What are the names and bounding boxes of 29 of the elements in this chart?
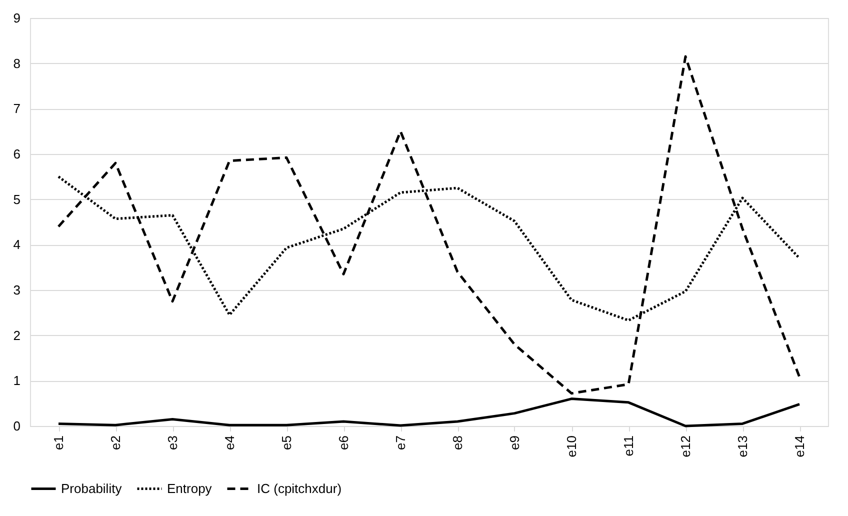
x-tick-label: e8 (450, 436, 465, 450)
y-tick-label: 1 (13, 373, 20, 388)
x-tick-label: e14 (792, 436, 807, 458)
line-series (57, 398, 801, 428)
x-tick-label: e5 (279, 436, 294, 450)
x-tick-label: e1 (51, 436, 66, 450)
y-tick-label: 6 (13, 146, 20, 162)
y-tick-label: 2 (13, 328, 20, 343)
x-tick-label: e10 (564, 436, 579, 458)
x-tick-label: e3 (165, 436, 180, 450)
x-tick-label: e7 (393, 436, 408, 450)
x-tick-label: e11 (621, 436, 636, 456)
y-tick-label: 0 (13, 418, 20, 434)
y-tick-label: 3 (13, 282, 20, 298)
line-series (57, 55, 801, 395)
x-tick-label: e6 (336, 436, 351, 450)
x-tick-label: e4 (222, 436, 237, 450)
y-tick-label: 4 (13, 237, 20, 252)
y-tick-label: 8 (13, 56, 20, 71)
x-tick-label: e2 (108, 436, 123, 450)
y-tick-label: 7 (13, 101, 20, 116)
legend-label: Entropy (167, 480, 212, 496)
x-tick-label: e9 (507, 436, 522, 450)
x-tick-label: e12 (678, 436, 693, 458)
y-tick-label: 9 (13, 10, 20, 26)
y-tick-label: 5 (13, 192, 20, 207)
legend-label: Probability (61, 480, 122, 496)
legend-label: IC (cpitchxdur) (257, 480, 342, 496)
x-tick-label: e13 (735, 436, 750, 458)
